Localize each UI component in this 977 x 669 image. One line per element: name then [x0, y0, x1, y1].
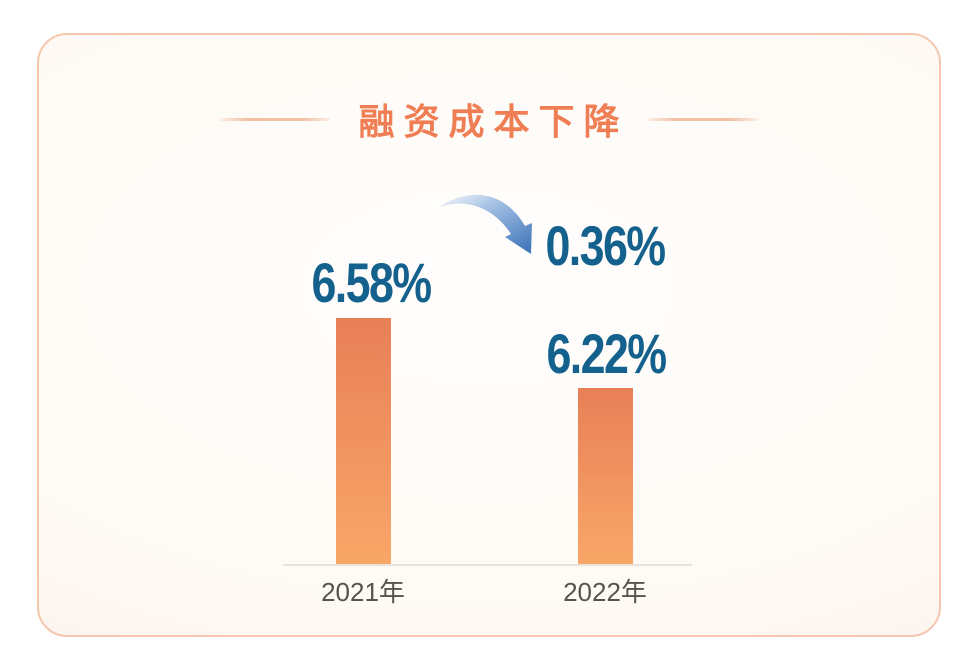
bar-value-label-2022: 6.22%	[532, 326, 681, 382]
x-axis-label-2022: 2022年	[563, 577, 647, 607]
chart-card: 融资成本下降 0.36% 6.58% 6.22% 2021年	[37, 33, 941, 637]
bar-value-label-2021: 6.58%	[297, 255, 446, 311]
decrease-value-label: 0.36%	[531, 218, 680, 274]
bar-value-text-2021: 6.58%	[311, 251, 432, 314]
bar-2021	[336, 318, 391, 566]
title-decoration-line-left	[220, 117, 331, 121]
bar-value-text-2022: 6.22%	[546, 322, 667, 385]
x-axis-line	[283, 564, 692, 566]
bar-2022	[578, 388, 633, 566]
decrease-value-text: 0.36%	[545, 214, 666, 277]
chart-title-row: 融资成本下降	[39, 93, 939, 145]
title-decoration-line-right	[647, 117, 758, 121]
x-axis-label-2021: 2021年	[321, 577, 405, 607]
chart-title: 融资成本下降	[358, 101, 629, 142]
curved-down-arrow-icon	[438, 194, 532, 254]
